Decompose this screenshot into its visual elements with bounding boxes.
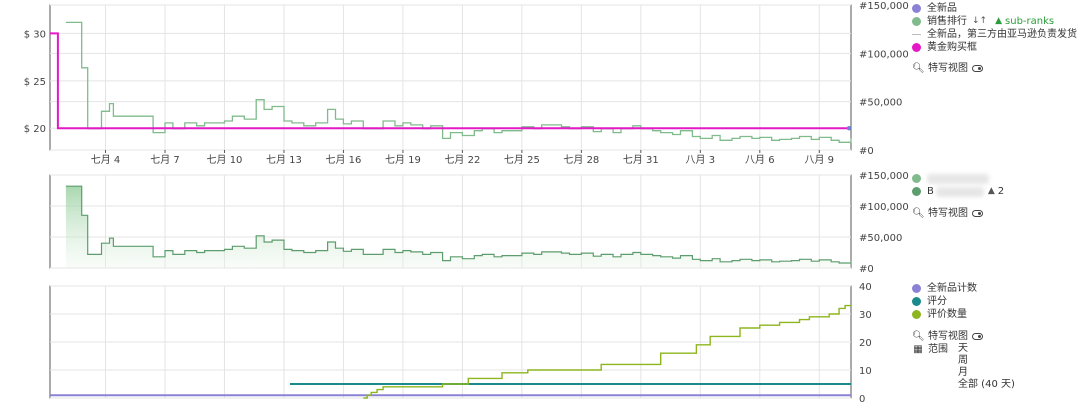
toggle-icon[interactable] (972, 210, 983, 217)
buybox-dot (912, 43, 921, 52)
range-week-option[interactable]: 周 (958, 355, 968, 366)
y-left-tick-label: $ 30 (24, 29, 46, 40)
legend-item-new[interactable]: 全新品 (912, 2, 1077, 15)
range-all-option[interactable]: 全部 (40 天) (958, 379, 1015, 390)
rating-dot (912, 297, 921, 306)
calendar-icon: ▦ (913, 344, 923, 355)
x-tick-label: 七月 13 (266, 154, 302, 166)
x-tick-label: 七月 16 (325, 154, 361, 166)
x-tick-label: 七月 19 (385, 154, 421, 166)
subrank-2-dot (912, 187, 921, 196)
legend-main: 全新品 销售排行 ↓↑ ▲ sub-ranks 全新品，第三方由亚马逊负责发货 … (912, 2, 1077, 75)
legend-subranks: B ▲ 2 🔍︎ 特写视图 (912, 172, 1004, 220)
y-right-tick-label: #0 (859, 264, 874, 275)
y-right-tick-label: #150,000 (859, 1, 909, 12)
buybox-price-line (50, 32, 851, 130)
x-tick-label: 八月 3 (686, 154, 716, 166)
x-tick-label: 七月 25 (504, 154, 540, 166)
legend-offer-count-label: 全新品计数 (927, 283, 977, 294)
y-left-tick-label: $ 25 (24, 77, 46, 88)
close-up-label-2: 特写视图 (928, 208, 968, 219)
y-left-tick-label: $ 20 (24, 124, 46, 135)
range-selector: ▦ 范围 (912, 343, 1015, 356)
legend-buybox-label: 黄金购买框 (927, 42, 977, 53)
legend-subrank-1[interactable] (912, 172, 1004, 185)
y-right-tick-label: 40 (859, 282, 872, 293)
legend-new-label: 全新品 (927, 3, 957, 14)
sort-icon[interactable]: ↓↑ (972, 16, 988, 26)
y-right-tick-label: #0 (859, 146, 874, 157)
close-up-label-1: 特写视图 (928, 63, 968, 74)
y-right-tick-label: 10 (859, 366, 872, 377)
toggle-icon[interactable] (972, 65, 983, 72)
subrank-line (65, 185, 852, 264)
sales-rank-dot (912, 17, 921, 26)
close-up-label-3: 特写视图 (928, 331, 968, 342)
close-up-toggle-3[interactable]: 🔍︎ 特写视图 (912, 330, 1015, 343)
review-count-line (363, 304, 851, 399)
legend-sales-rank-label: 销售排行 (927, 16, 967, 27)
legend-review-count-label: 评价数量 (927, 309, 967, 320)
y-right-tick-label: #50,000 (859, 233, 902, 244)
subrank-2-count: 2 (997, 186, 1005, 197)
range-label: 范围 (928, 344, 948, 355)
y-right-tick-label: #100,000 (859, 49, 909, 60)
sitemap-icon: ▲ (987, 186, 995, 196)
y-right-tick-label: 0 (859, 394, 865, 404)
x-tick-label: 七月 28 (563, 154, 599, 166)
review-count-dot (912, 310, 921, 319)
new-price-dot (912, 4, 921, 13)
y-right-tick-label: 30 (859, 310, 872, 321)
y-right-tick-label: 20 (859, 338, 872, 349)
y-right-tick-label: #100,000 (859, 202, 909, 213)
close-up-toggle-1[interactable]: 🔍︎ 特写视图 (912, 62, 1077, 75)
sub-ranks-link[interactable]: sub-ranks (1005, 16, 1055, 27)
sitemap-icon: ▲ (995, 16, 1003, 26)
blurred-subrank-label (935, 186, 984, 197)
legend-item-third-party[interactable]: 全新品，第三方由亚马逊负责发货 (912, 28, 1077, 41)
x-tick-label: 七月 22 (444, 154, 480, 166)
y-right-tick-label: #150,000 (859, 171, 909, 182)
third-party-line-marker (912, 34, 921, 35)
close-up-toggle-2[interactable]: 🔍︎ 特写视图 (912, 207, 1004, 220)
search-icon: 🔍︎ (912, 63, 925, 74)
x-tick-label: 七月 10 (207, 154, 243, 166)
x-tick-label: 七月 7 (150, 154, 180, 166)
subrank-2-prefix: B (927, 186, 934, 197)
legend-third-party-label: 全新品，第三方由亚马逊负责发货 (927, 29, 1077, 40)
blurred-subrank-label (927, 173, 989, 184)
legend-item-review-count[interactable]: 评价数量 (912, 308, 1015, 321)
range-month-option[interactable]: 月 (958, 367, 968, 378)
x-tick-label: 七月 4 (91, 154, 121, 166)
legend-item-offer-count[interactable]: 全新品计数 (912, 282, 1015, 295)
legend-item-rating[interactable]: 评分 (912, 295, 1015, 308)
toggle-icon[interactable] (972, 333, 983, 340)
legend-reviews: 全新品计数 评分 评价数量 🔍︎ 特写视图 ▦ 范围 天 周 月 全部 (40 … (912, 282, 1015, 391)
new-price-point (846, 126, 852, 131)
legend-subrank-2[interactable]: B ▲ 2 (912, 185, 1004, 198)
legend-rating-label: 评分 (927, 296, 947, 307)
subrank-1-dot (912, 174, 921, 183)
search-icon: 🔍︎ (912, 208, 925, 219)
x-tick-label: 八月 6 (745, 154, 775, 166)
sales-rank-line (65, 21, 852, 143)
search-icon: 🔍︎ (912, 331, 925, 342)
subrank-area (65, 186, 851, 268)
y-right-tick-label: #50,000 (859, 98, 902, 109)
x-tick-label: 七月 31 (623, 154, 659, 166)
legend-item-buybox[interactable]: 黄金购买框 (912, 41, 1077, 54)
offer-count-dot (912, 284, 921, 293)
x-tick-label: 八月 9 (805, 154, 835, 166)
range-day-option[interactable]: 天 (958, 343, 968, 354)
legend-item-sales-rank[interactable]: 销售排行 ↓↑ ▲ sub-ranks (912, 15, 1077, 28)
